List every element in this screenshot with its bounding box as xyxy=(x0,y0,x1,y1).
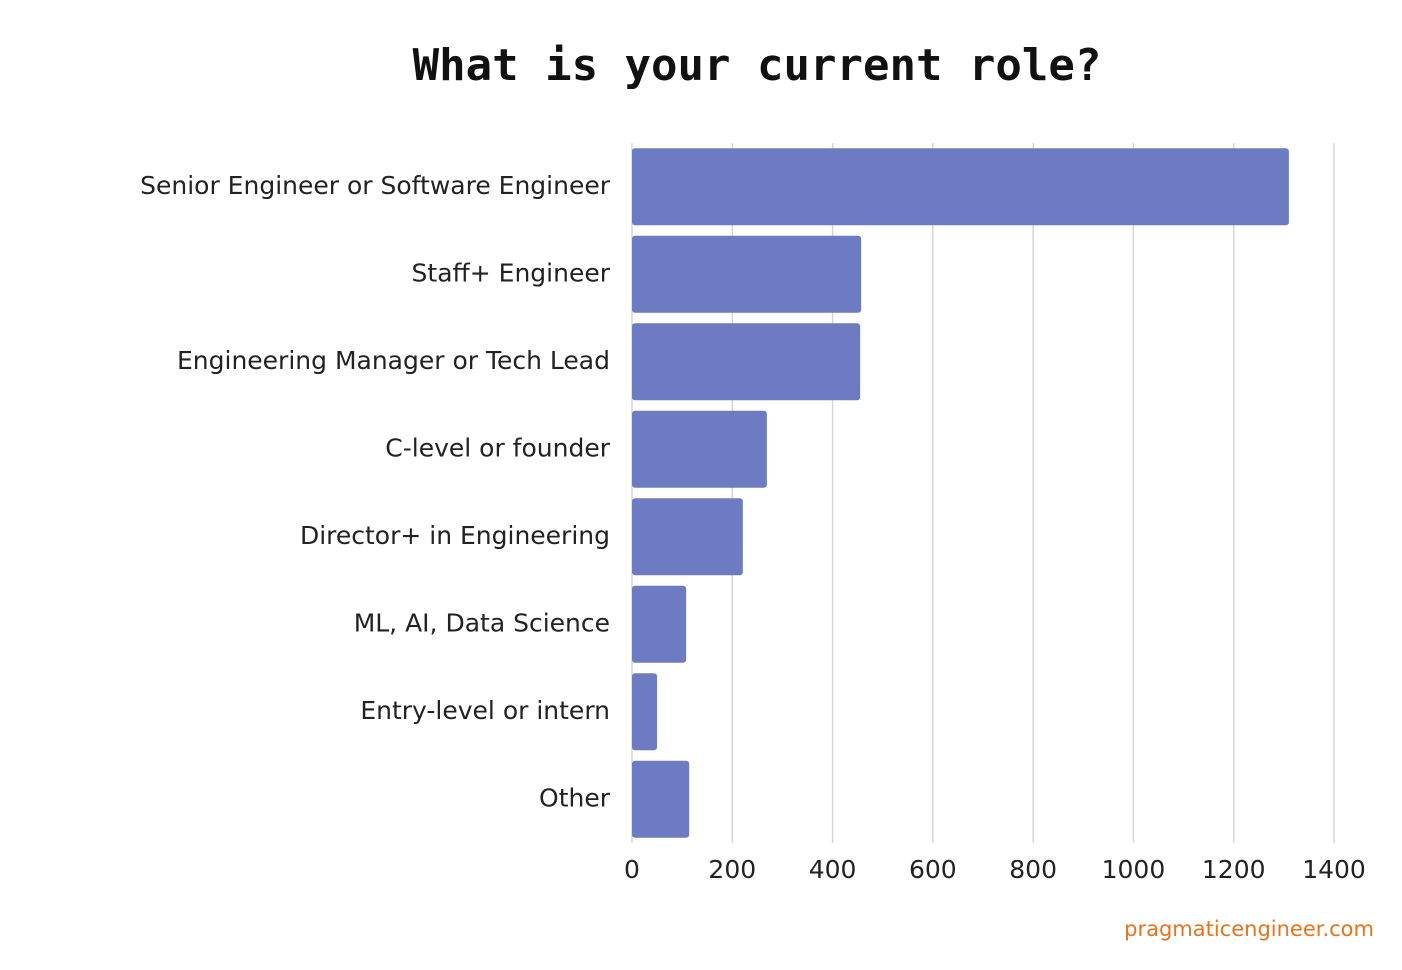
y-tick-label: C-level or founder xyxy=(385,433,610,462)
x-tick-label: 0 xyxy=(624,855,640,884)
bar xyxy=(632,585,687,663)
x-tick-label: 600 xyxy=(909,855,957,884)
y-tick-label: Senior Engineer or Software Engineer xyxy=(140,171,611,200)
x-tick-label: 400 xyxy=(809,855,857,884)
chart-title: What is your current role? xyxy=(413,40,1102,91)
bar xyxy=(632,235,862,313)
x-tick-label: 1400 xyxy=(1302,855,1366,884)
y-tick-label: Other xyxy=(539,783,611,812)
y-tick-label: Engineering Manager or Tech Lead xyxy=(177,346,610,375)
y-tick-label: Entry-level or intern xyxy=(360,696,610,725)
y-tick-label: ML, AI, Data Science xyxy=(354,608,610,637)
y-tick-label: Director+ in Engineering xyxy=(300,521,610,550)
bar xyxy=(632,410,767,488)
bar xyxy=(632,760,690,838)
bar xyxy=(632,323,861,401)
x-tick-label: 800 xyxy=(1009,855,1057,884)
bar xyxy=(632,148,1289,226)
bar xyxy=(632,673,658,751)
bar xyxy=(632,498,743,576)
x-tick-label: 200 xyxy=(708,855,756,884)
x-tick-label: 1000 xyxy=(1102,855,1166,884)
x-tick-label: 1200 xyxy=(1202,855,1266,884)
y-tick-label: Staff+ Engineer xyxy=(412,258,611,287)
source: pragmaticengineer.com xyxy=(1124,917,1374,941)
